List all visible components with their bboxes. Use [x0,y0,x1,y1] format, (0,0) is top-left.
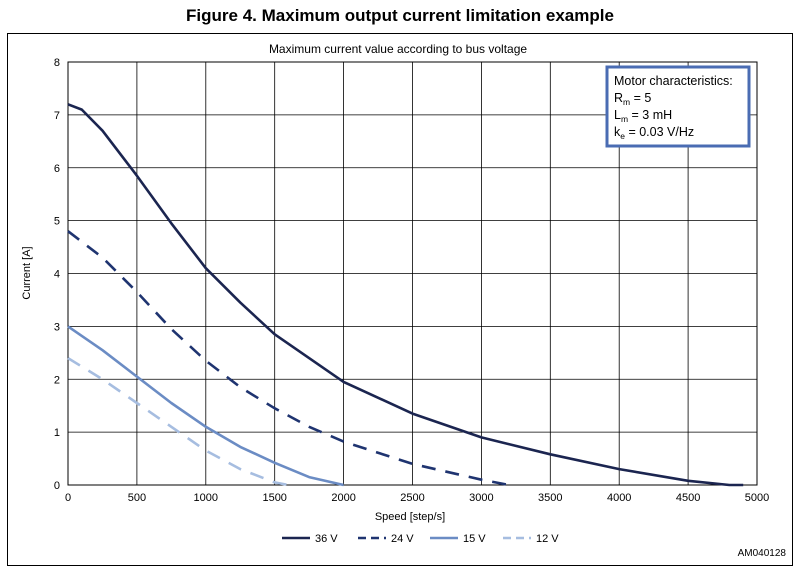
motor-box-border [605,65,751,148]
series-line-15v [67,325,344,487]
x-tick-label: 1500 [262,492,286,504]
motor-box-line-0: Rm = 5 [614,91,651,107]
x-tick-label: 500 [128,492,146,504]
series-group [67,103,744,487]
y-tick-label: 3 [54,321,60,333]
series-line-12v [67,356,289,487]
y-tick-label: 2 [54,374,60,386]
x-tick-label: 4000 [607,492,631,504]
x-tick-label: 2500 [400,492,424,504]
x-tick-label: 3500 [538,492,562,504]
motor-box-line-1: Lm = 3 mH [614,108,672,124]
series-line-24v [67,230,510,487]
y-tick-label: 8 [54,57,60,69]
x-tick-labels: 0 500 1000 1500 2000 2500 3000 3500 4000 4500 5000 [65,492,769,504]
y-tick-label: 1 [54,427,60,439]
y-tick-label: 5 [54,216,60,228]
y-tick-label: 6 [54,163,60,175]
chart-title: Maximum current value according to bus v… [269,42,527,56]
y-tick-labels: 0 1 2 3 4 5 6 7 8 [54,57,60,492]
y-tick-label: 7 [54,110,60,122]
x-tick-label: 4500 [676,492,700,504]
legend-label: 36 V [315,533,338,545]
plot-border [67,61,758,486]
x-axis-label: Speed [step/s] [375,511,445,523]
motor-characteristics-box: Motor characteristics: Rm = 5Lm = 3 mHke… [605,65,751,148]
y-axis-label: Current [A] [21,246,33,299]
legend-label: 12 V [536,533,559,545]
x-tick-label: 0 [65,492,71,504]
y-tick-label: 0 [54,480,60,492]
x-tick-label: 2000 [331,492,355,504]
legend: 36 V 24 V 15 V 12 V [282,533,559,545]
legend-label: 15 V [463,533,486,545]
motor-box-heading: Motor characteristics: [614,74,733,88]
legend-label: 24 V [391,533,414,545]
figure-code: AM040128 [738,548,787,559]
figure-frame [7,33,793,566]
y-tick-label: 4 [54,269,60,281]
figure-title: Figure 4. Maximum output current limitat… [186,6,614,25]
x-tick-label: 5000 [745,492,769,504]
x-tick-label: 3000 [469,492,493,504]
series-line-36v [67,103,744,487]
motor-box-line-2: ke = 0.03 V/Hz [614,125,694,141]
x-tick-label: 1000 [194,492,218,504]
